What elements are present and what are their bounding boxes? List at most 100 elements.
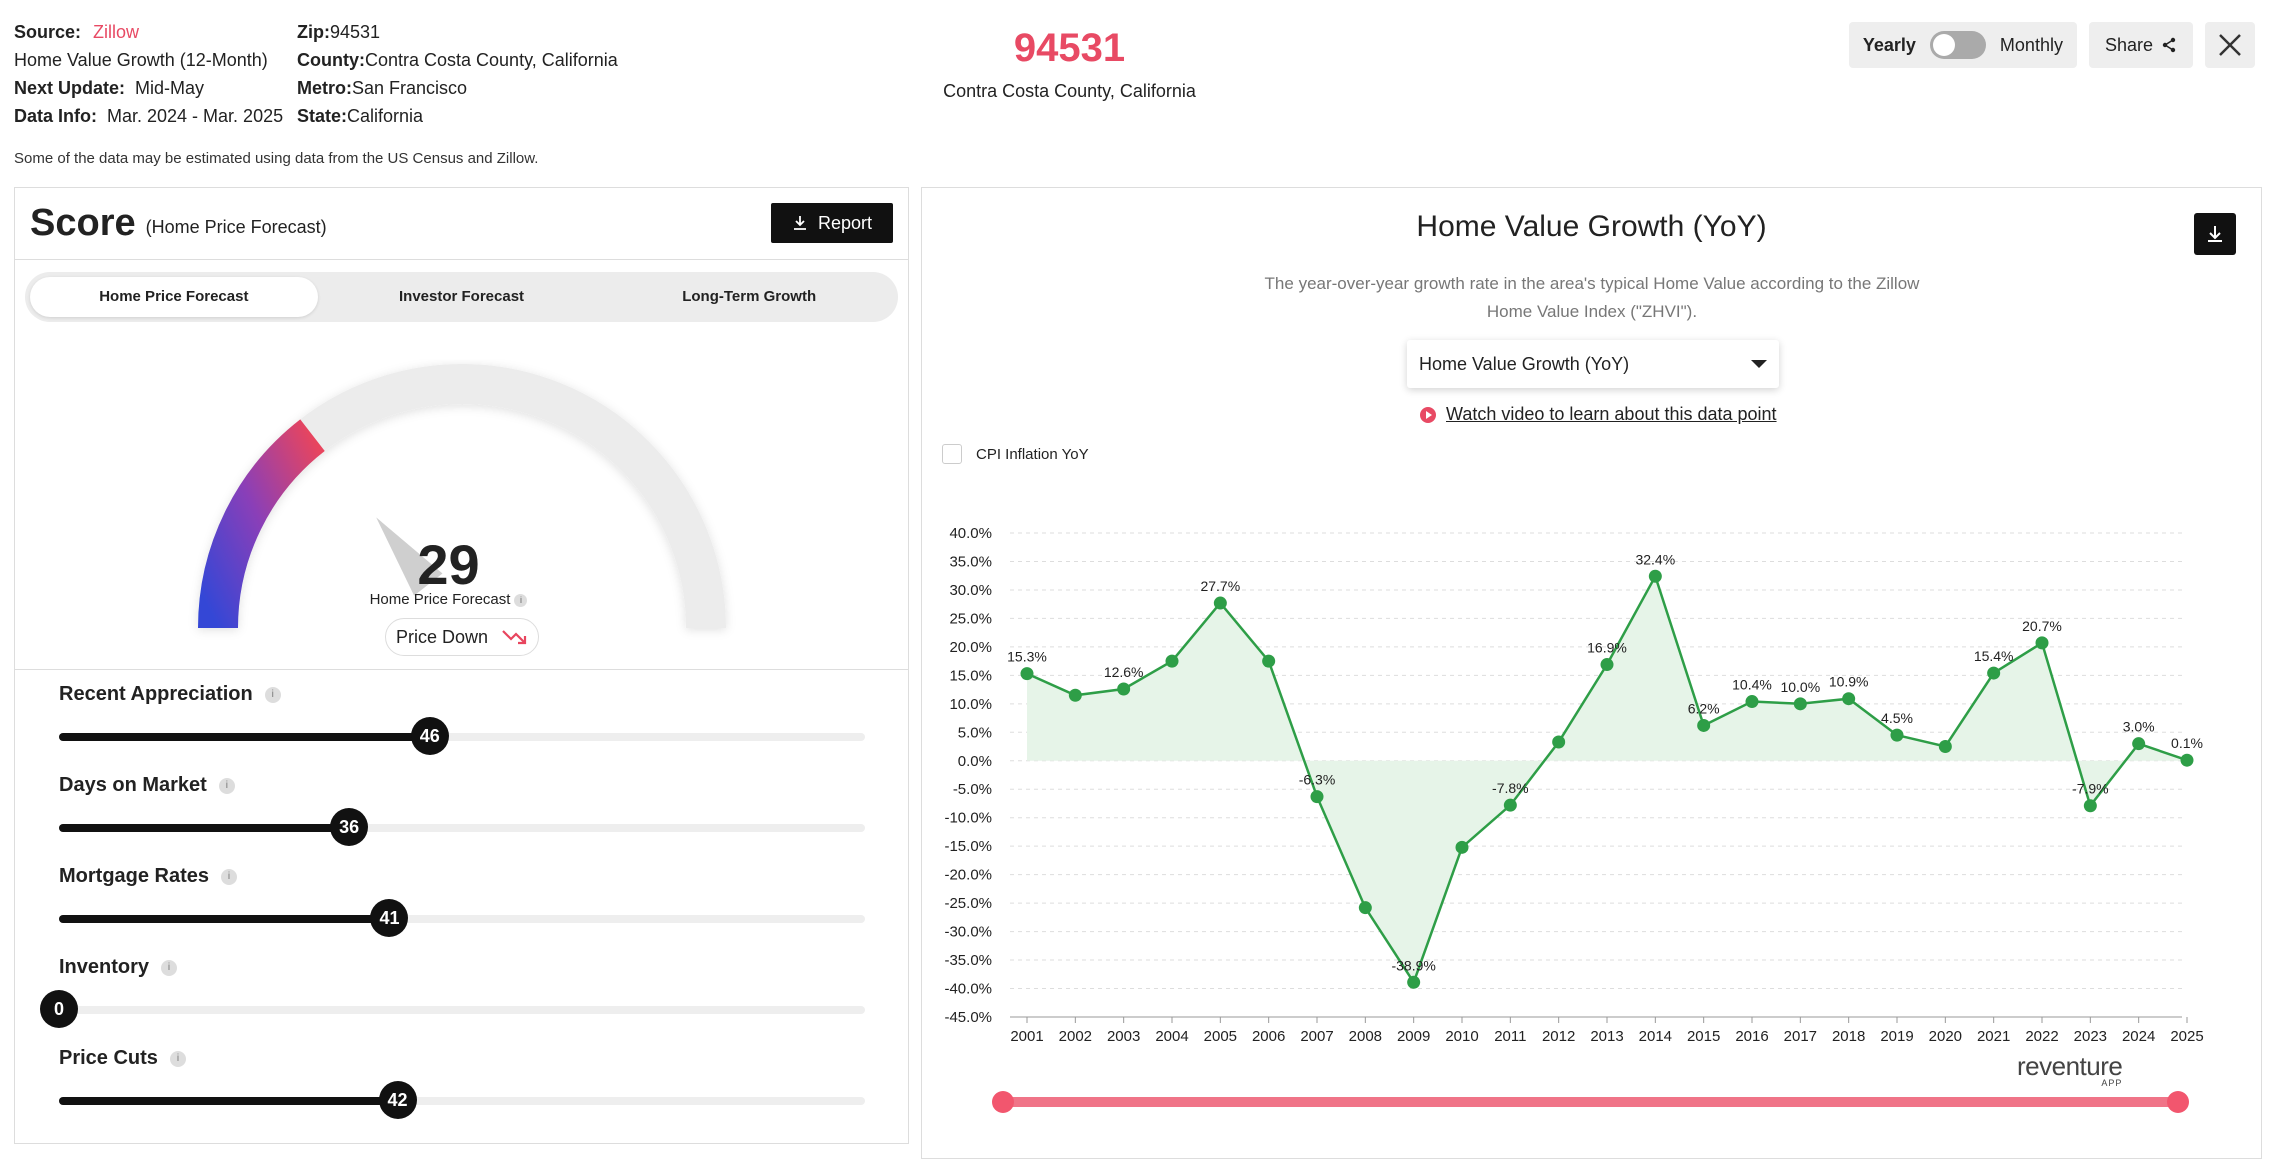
factor-name: Price Cuts [59, 1047, 158, 1069]
range-end-handle[interactable] [2167, 1091, 2189, 1113]
brand-name: reventure [2017, 1051, 2123, 1081]
y-tick-label: 0.0% [958, 753, 992, 770]
x-tick-label: 2001 [1010, 1028, 1043, 1045]
tab-long-term-growth[interactable]: Long-Term Growth [682, 288, 817, 305]
x-tick-label: 2019 [1880, 1028, 1913, 1045]
series-area [1027, 576, 2187, 983]
slider-thumb[interactable]: 36 [330, 808, 369, 846]
score-title: Score [30, 202, 136, 244]
data-label: 15.3% [1007, 649, 1047, 665]
y-tick-label: -25.0% [944, 895, 992, 912]
factor-inventory: Inventory i 0 [40, 956, 865, 1028]
data-point [1117, 682, 1131, 696]
data-label: 10.9% [1829, 674, 1869, 690]
video-link-text[interactable]: Watch video to learn about this data poi… [1446, 404, 1777, 424]
state-value: California [347, 106, 424, 126]
period-toggle[interactable] [1929, 31, 1986, 59]
x-tick-label: 2004 [1155, 1028, 1188, 1045]
video-link[interactable]: Watch video to learn about this data poi… [1420, 404, 1777, 425]
source-label: Source: [14, 22, 82, 42]
gauge-fill [198, 419, 325, 629]
cpi-checkbox[interactable] [942, 444, 962, 464]
y-tick-label: -10.0% [944, 810, 992, 827]
data-label: -38.9% [1391, 957, 1435, 973]
yearly-label: Yearly [1862, 34, 1916, 55]
y-tick-label: 10.0% [949, 696, 992, 713]
metric-select[interactable]: Home Value Growth (YoY) [1407, 340, 1779, 388]
cpi-toggle[interactable]: CPI Inflation YoY [942, 444, 1089, 464]
data-point [1165, 654, 1179, 668]
y-tick-label: 30.0% [949, 582, 992, 599]
data-label: 0.1% [2171, 735, 2203, 751]
x-tick-label: 2006 [1252, 1028, 1285, 1045]
share-button[interactable]: Share [2088, 22, 2193, 68]
x-tick-label: 2011 [1494, 1028, 1526, 1045]
trend-label: Price Down [395, 626, 489, 647]
slider-fill [59, 1097, 398, 1105]
info-icon[interactable]: i [221, 868, 238, 885]
gauge-needle [376, 517, 443, 596]
x-tick-label: 2007 [1300, 1028, 1333, 1045]
data-info-value: Mar. 2024 - Mar. 2025 [107, 106, 284, 126]
data-point [1407, 975, 1421, 989]
y-tick-label: 15.0% [949, 667, 992, 684]
slider-thumb[interactable]: 41 [370, 899, 409, 937]
info-icon[interactable]: i [169, 1050, 186, 1067]
x-tick-label: 2020 [1929, 1028, 1962, 1045]
data-point [2132, 737, 2146, 751]
tab-investor-forecast[interactable]: Investor Forecast [398, 288, 525, 305]
slider-thumb[interactable]: 42 [378, 1081, 417, 1119]
y-tick-label: -35.0% [944, 952, 992, 969]
data-label: -7.9% [2072, 781, 2109, 797]
data-point [1697, 718, 1711, 732]
metro-label: Metro: [297, 78, 352, 98]
info-icon[interactable]: i [264, 686, 281, 703]
year-range-slider[interactable] [992, 1091, 2189, 1113]
data-point [1600, 658, 1614, 672]
download-chart-button[interactable] [2194, 213, 2236, 255]
factor-slider[interactable]: 36 [59, 808, 865, 846]
data-label: 10.4% [1732, 677, 1772, 693]
brand-logo: reventure APP [2017, 1051, 2123, 1088]
slider-fill [59, 915, 390, 923]
x-tick-label: 2018 [1832, 1028, 1865, 1045]
data-point [1987, 666, 2001, 680]
data-point [2180, 753, 2194, 767]
zip-label: Zip: [297, 22, 330, 42]
zip-value: 94531 [330, 22, 381, 42]
factor-slider[interactable]: 46 [59, 717, 865, 755]
score-header: Score (Home Price Forecast) Report [15, 188, 908, 260]
report-button[interactable]: Report [771, 203, 893, 243]
data-point [1745, 695, 1759, 709]
range-start-handle[interactable] [992, 1091, 1014, 1113]
data-label: 16.9% [1587, 640, 1627, 656]
factor-slider[interactable]: 42 [59, 1081, 865, 1119]
factor-slider[interactable]: 0 [40, 990, 865, 1028]
slider-thumb[interactable]: 46 [410, 717, 449, 755]
data-point [1648, 569, 1662, 583]
info-icon[interactable]: i [218, 777, 235, 794]
info-icon[interactable]: i [514, 594, 528, 607]
y-tick-label: 25.0% [949, 610, 992, 627]
info-icon[interactable]: i [161, 959, 178, 976]
x-tick-label: 2023 [2074, 1028, 2107, 1045]
x-tick-label: 2016 [1735, 1028, 1768, 1045]
data-label: 6.2% [1688, 700, 1720, 716]
data-point [1503, 798, 1517, 812]
factor-slider[interactable]: 41 [59, 899, 865, 937]
close-button[interactable] [2205, 22, 2255, 68]
x-tick-label: 2002 [1059, 1028, 1092, 1045]
metric-name: Home Value Growth (12-Month) [14, 50, 268, 70]
score-value: 29 [417, 533, 480, 596]
x-tick-label: 2014 [1639, 1028, 1672, 1045]
slider-thumb[interactable]: 0 [40, 990, 78, 1028]
slider-fill [59, 733, 430, 741]
x-tick-label: 2017 [1784, 1028, 1817, 1045]
share-label: Share [2104, 34, 2153, 55]
source-link[interactable]: Zillow [93, 22, 140, 42]
tab-home-price-forecast[interactable]: Home Price Forecast [30, 277, 318, 317]
data-point [1068, 688, 1082, 702]
chart-title: Home Value Growth (YoY) [1416, 210, 1767, 243]
data-point [1455, 840, 1469, 854]
data-point [2083, 799, 2097, 813]
